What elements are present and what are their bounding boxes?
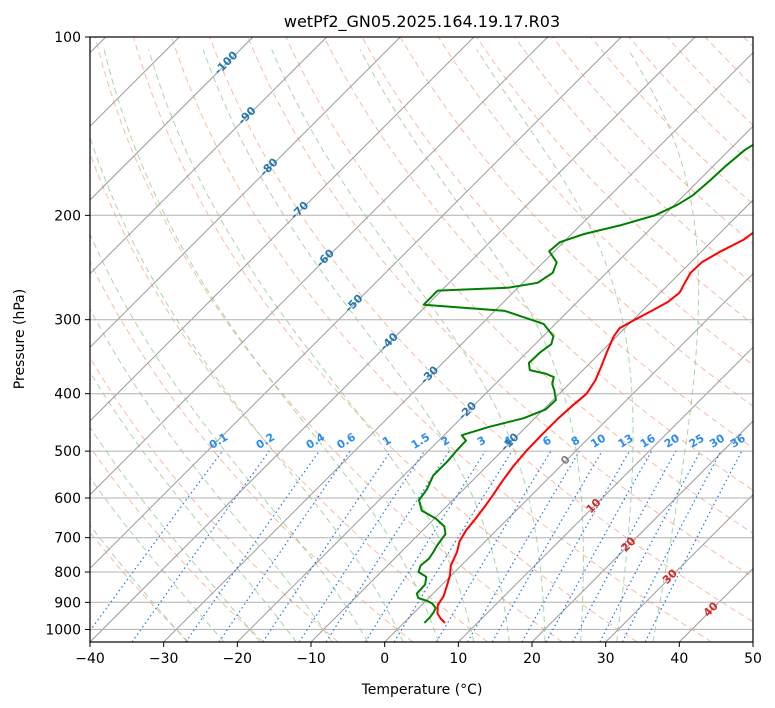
- moist-adiabat: [90, 135, 404, 642]
- y-tick-label: 600: [54, 491, 81, 507]
- temperature-profile: [436, 231, 753, 624]
- x-tick-label: 10: [449, 651, 467, 667]
- moist-adiabat: [90, 233, 369, 642]
- x-tick-label: −20: [223, 651, 253, 667]
- y-tick-label: 100: [54, 30, 81, 46]
- x-tick-label: 20: [523, 651, 541, 667]
- x-tick-label: −40: [75, 651, 105, 667]
- y-tick-label: 400: [54, 387, 81, 403]
- axes: −40 −30 −20 −10 0 10 20 30 40 50 100 200 300 400 500 60…: [45, 30, 762, 667]
- mixing-ratio-line: [298, 450, 425, 642]
- mixing-ratio-line: [325, 450, 450, 642]
- dry-adiabat: [247, 37, 753, 578]
- dry-adiabat: [90, 260, 414, 642]
- mixing-ratio-line: [131, 450, 270, 642]
- x-tick-label: 0: [380, 651, 389, 667]
- mixing-ratio-line: [435, 450, 552, 642]
- chart-title: wetPf2_GN05.2025.164.19.17.R03: [284, 12, 560, 32]
- dewpoint-profile: [415, 143, 753, 624]
- isotherm-line: [90, 37, 475, 422]
- y-tick-label: 200: [54, 208, 81, 224]
- isotherm-line: [90, 37, 401, 349]
- y-tick-label: 700: [54, 531, 81, 547]
- dry-adiabat: [399, 37, 753, 407]
- x-tick-label: 50: [744, 651, 762, 667]
- isotherm-line: [310, 199, 753, 642]
- isotherm-line: [384, 272, 753, 642]
- dry-adiabat: [628, 37, 753, 166]
- moist-adiabat: [627, 49, 700, 642]
- moist-adiabat: [359, 49, 584, 642]
- y-tick-label: 500: [54, 444, 81, 460]
- x-tick-label: 30: [597, 651, 615, 667]
- y-axis-label: Pressure (hPa): [12, 289, 28, 389]
- mixing-ratio-line: [393, 450, 513, 642]
- isotherm-line: [236, 125, 753, 642]
- isotherm-line: [605, 493, 753, 642]
- isotherm-line: [457, 346, 753, 642]
- moist-adiabat: [271, 49, 546, 642]
- isotherm-line: [90, 37, 549, 496]
- moist-adiabat: [90, 308, 333, 642]
- dry-adiabat: [90, 446, 264, 642]
- mixing-ratio-line: [572, 450, 677, 642]
- plot-frame: [89, 36, 754, 643]
- mixing-ratio-line: [545, 450, 653, 642]
- moist-adiabat: [90, 426, 261, 642]
- y-tick-label: 1000: [45, 622, 81, 638]
- isotherm-line: [163, 51, 753, 642]
- isotherm-line: [90, 37, 328, 275]
- dry-adiabat: [209, 37, 753, 623]
- mixing-ratio-line: [185, 450, 320, 642]
- moist-adiabat: [476, 49, 634, 642]
- moist-adiabat: [148, 49, 475, 642]
- mixing-ratio-line: [491, 450, 603, 642]
- y-tick-label: 900: [54, 595, 81, 611]
- mixing-ratio-line: [364, 450, 486, 642]
- x-tick-label: −30: [149, 651, 179, 667]
- y-tick-label: 800: [54, 565, 81, 581]
- y-tick-label: 300: [54, 313, 81, 329]
- dry-adiabat: [514, 37, 753, 285]
- mixing-ratio-line: [466, 450, 580, 642]
- dry-adiabat: [476, 37, 753, 325]
- isotherm-line: [90, 37, 622, 570]
- moist-adiabat: [90, 370, 297, 642]
- isotherm-line: [90, 37, 254, 201]
- dry-adiabat: [132, 37, 638, 642]
- mixing-ratio-line: [90, 450, 223, 632]
- x-tick-label: 40: [670, 651, 688, 667]
- isotherm-line: [90, 37, 696, 642]
- dry-adiabat: [323, 37, 753, 491]
- isotherm-line: [531, 420, 753, 642]
- mixing-ratio-line: [521, 450, 631, 642]
- x-axis-label: Temperature (°C): [361, 682, 483, 698]
- dry-adiabat: [94, 37, 563, 642]
- x-tick-label: −10: [296, 651, 326, 667]
- moist-adiabat: [202, 49, 510, 642]
